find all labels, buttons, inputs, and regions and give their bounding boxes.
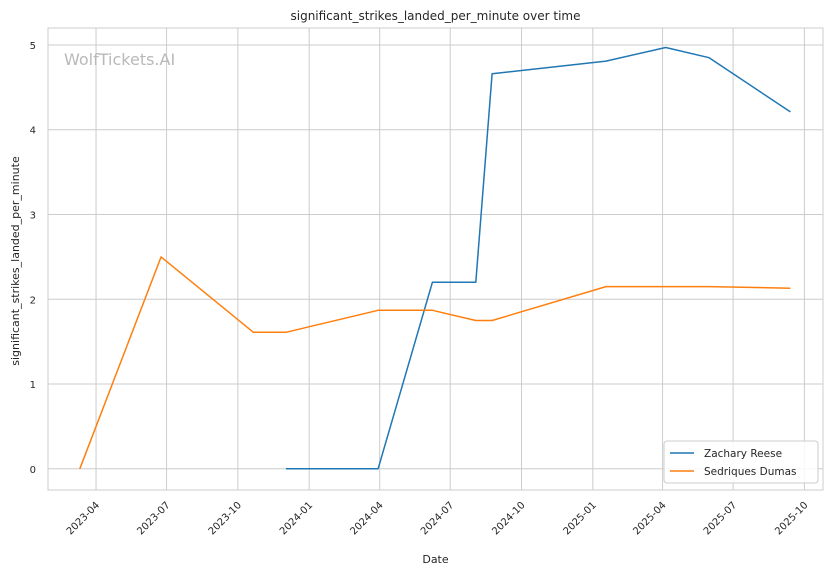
series-line-0 [285, 46, 791, 470]
legend-box [663, 440, 819, 484]
x-tick-label: 2023-07 [135, 500, 172, 537]
y-tick-label: 1 [30, 380, 36, 391]
x-tick-label: 2024-01 [278, 500, 315, 537]
y-axis-title: significant_strikes_landed_per_minute [9, 156, 22, 366]
y-tick-label: 0 [30, 465, 36, 476]
legend: Zachary Reese Sedriques Dumas [663, 440, 819, 484]
series-line-1 [79, 256, 791, 470]
legend-label: Sedriques Dumas [704, 466, 797, 478]
grid [48, 28, 823, 490]
x-tick-label: 2024-07 [419, 500, 456, 537]
y-tick-label: 4 [30, 126, 36, 137]
x-tick-label: 2023-10 [207, 500, 244, 537]
x-tick-label: 2025-10 [773, 500, 810, 537]
legend-label: Zachary Reese [704, 448, 782, 460]
x-tick-label: 2025-07 [702, 500, 739, 537]
y-tick-label: 2 [30, 295, 36, 306]
series-lines [79, 46, 791, 470]
y-tick-label: 5 [30, 41, 36, 52]
y-tick-label: 3 [30, 210, 36, 221]
x-tick-label: 2023-04 [65, 500, 102, 537]
x-tick-label: 2024-04 [348, 500, 385, 537]
chart-title: significant_strikes_landed_per_minute ov… [290, 9, 580, 23]
x-tick-label: 2025-01 [562, 500, 599, 537]
x-tick-label: 2024-10 [490, 500, 527, 537]
watermark: WolfTickets.AI [64, 50, 175, 69]
x-tick-label: 2025-04 [631, 500, 668, 537]
plot-area [47, 27, 824, 491]
x-axis-title: Date [422, 553, 449, 566]
